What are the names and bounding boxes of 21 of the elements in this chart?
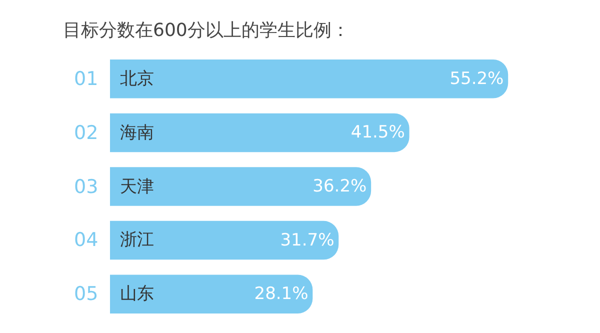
text: 03 <box>74 176 98 198</box>
text: 05 <box>74 283 98 305</box>
bar <box>110 60 508 98</box>
y-tick-label: 浙江 <box>120 230 154 250</box>
bar <box>110 220 339 260</box>
y-tick-label: 海南 <box>120 123 154 143</box>
text: 02 <box>74 122 98 144</box>
data-label: 41.5% <box>350 122 405 143</box>
chart-title: 目标分数在600分以上的学生比例： <box>63 20 350 41</box>
data-label: 31.7% <box>280 230 334 250</box>
bar <box>110 274 313 314</box>
data-label: 55.2% <box>450 68 504 89</box>
text: 04 <box>74 229 98 251</box>
y-tick-label: 山东 <box>120 284 154 304</box>
text: 01 <box>74 68 98 90</box>
data-label: 28.1% <box>254 284 308 304</box>
data-label: 36.2% <box>312 176 367 196</box>
y-tick-label: 北京 <box>120 69 154 89</box>
bar <box>110 167 372 206</box>
y-tick-label: 天津 <box>120 177 154 197</box>
bar <box>110 113 410 152</box>
